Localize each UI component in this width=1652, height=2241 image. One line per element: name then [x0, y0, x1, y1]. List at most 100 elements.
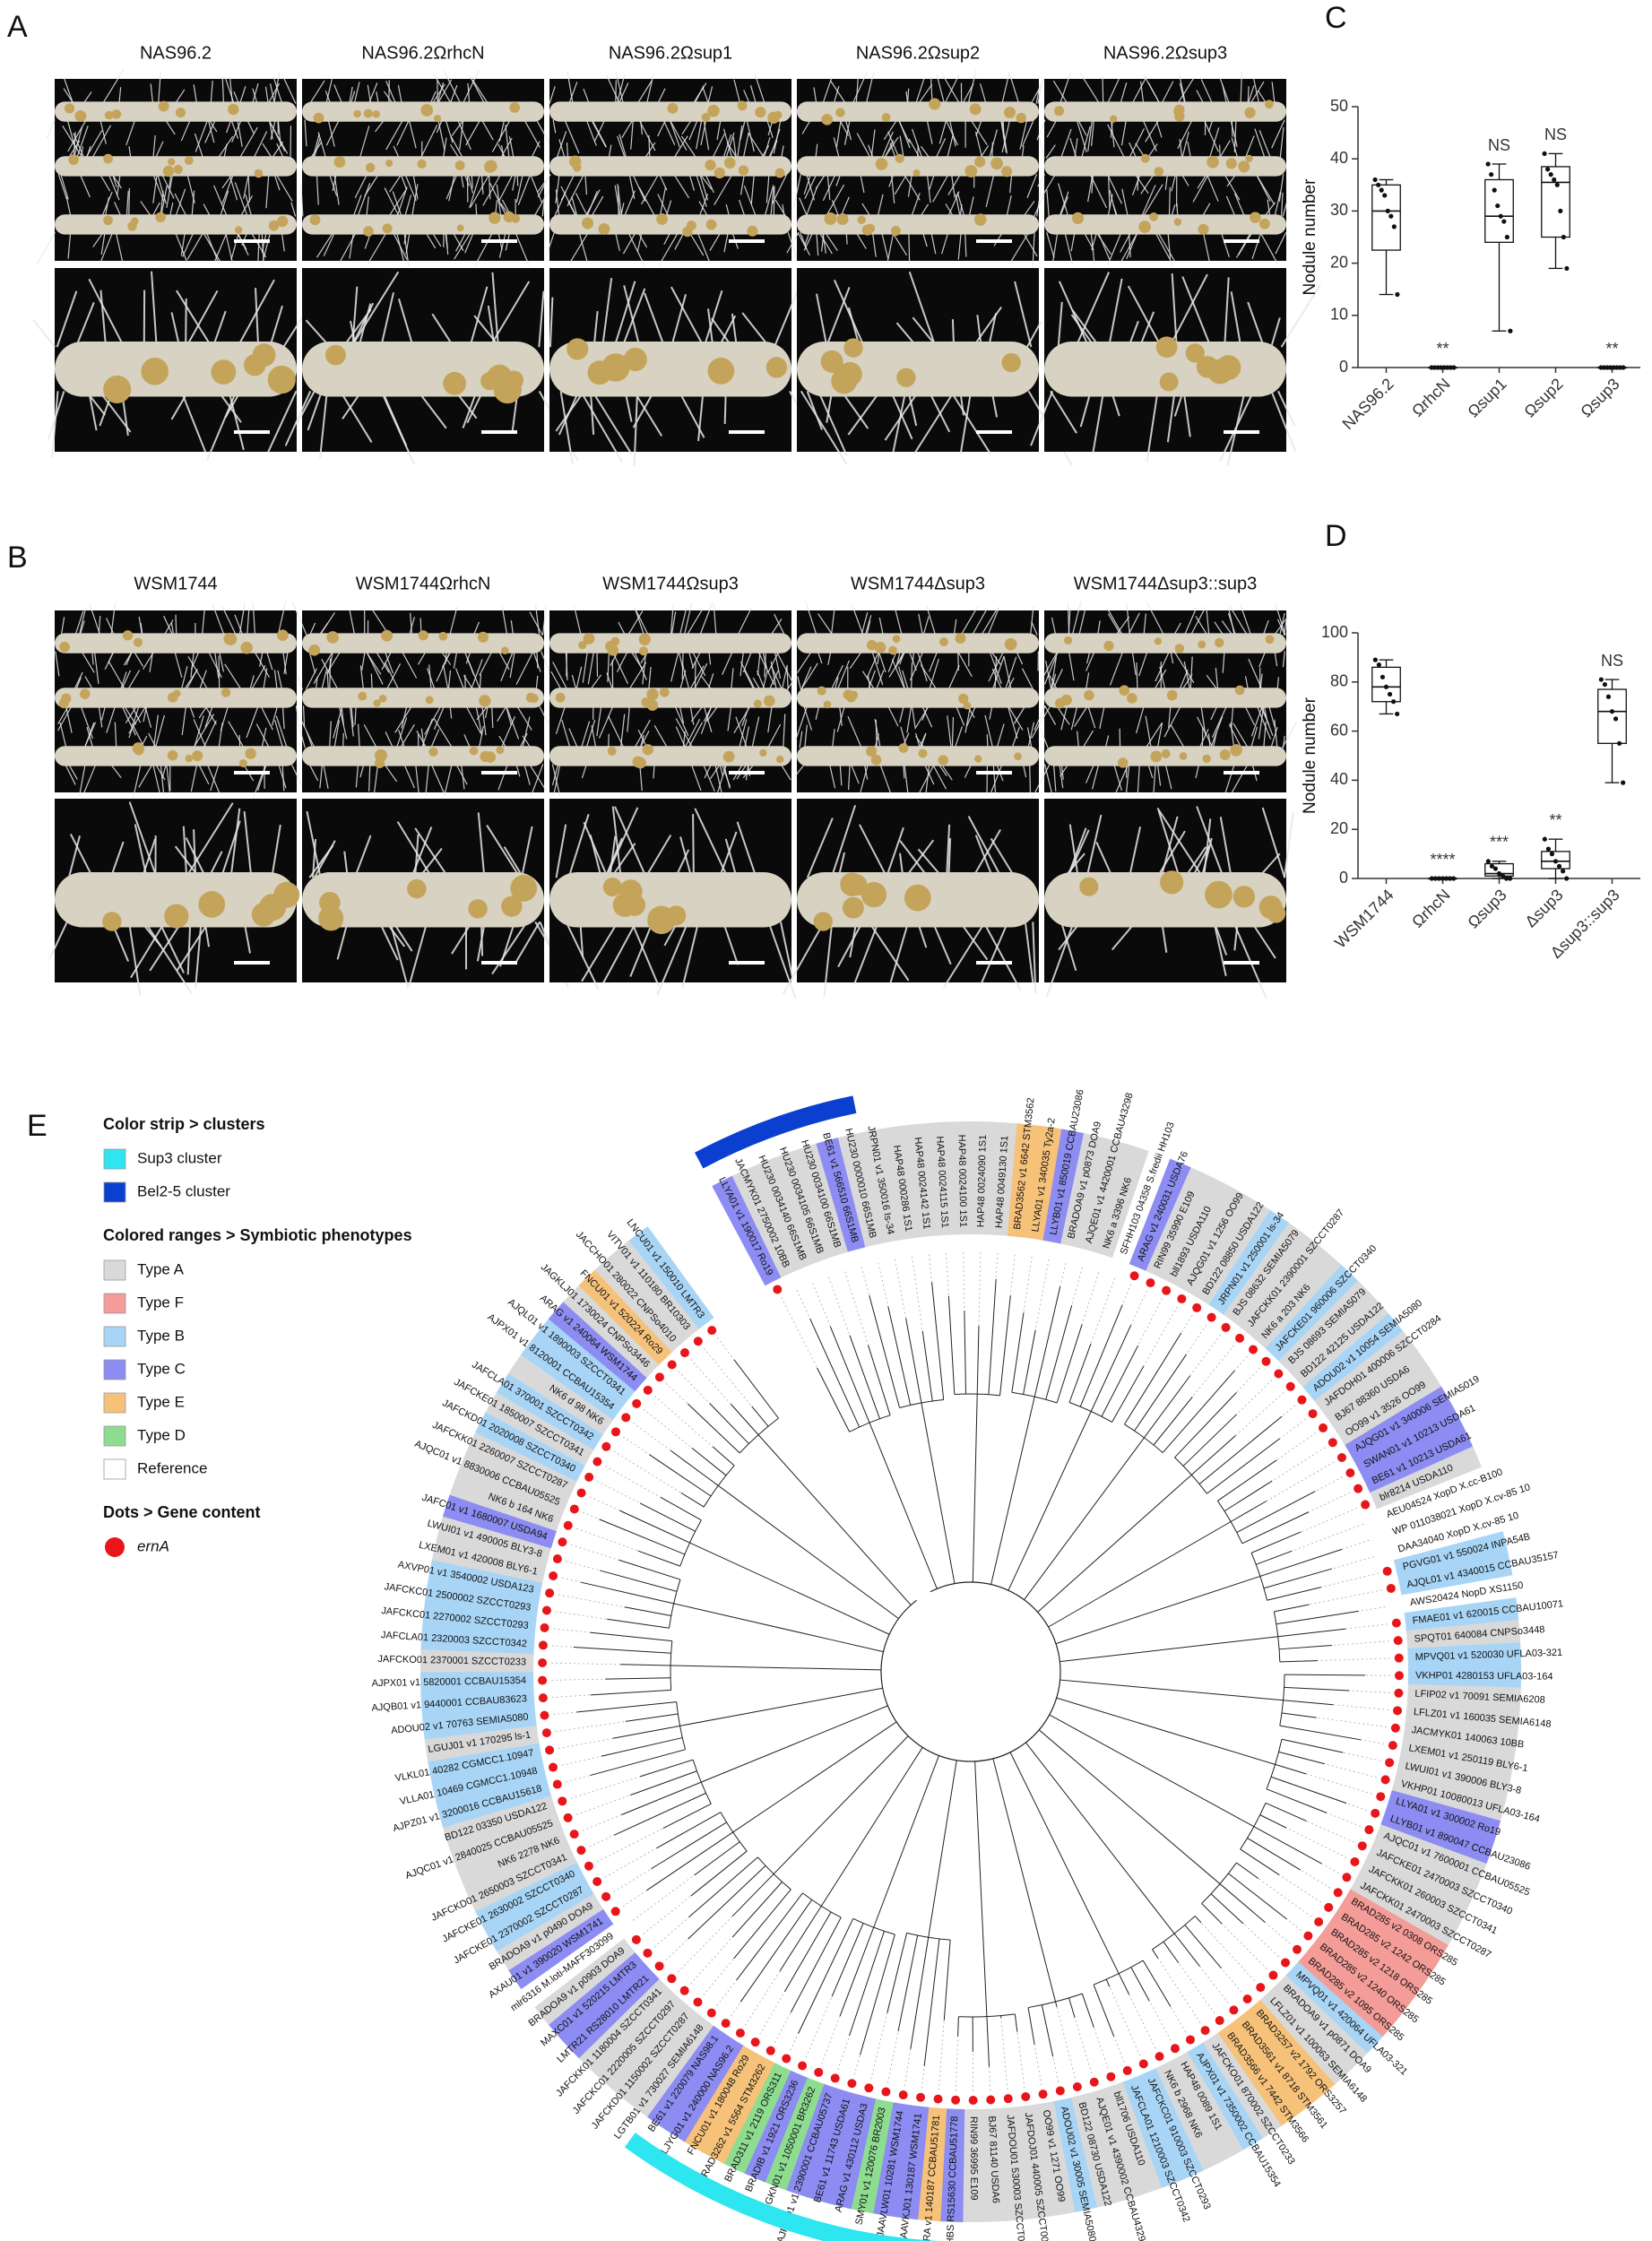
root-hair: [929, 651, 938, 672]
root-hair: [204, 119, 216, 143]
nodule: [1160, 870, 1184, 895]
root-hair: [224, 663, 242, 690]
branch: [1163, 1941, 1180, 1964]
branch: [656, 1812, 722, 1849]
root-hair: [60, 174, 69, 200]
root-hair: [203, 720, 217, 748]
root-hair: [454, 232, 467, 252]
root-hair: [509, 651, 515, 679]
nodule: [251, 902, 276, 927]
root-hair: [940, 763, 953, 781]
root-hair: [231, 119, 242, 143]
leaf-connector: [1170, 2006, 1187, 2033]
branch: [1236, 1491, 1316, 1533]
leaf-connector: [1361, 1739, 1385, 1744]
branch: [599, 1519, 686, 1555]
root-hair: [69, 833, 94, 878]
root-hair: [718, 831, 738, 878]
panel-letter: D: [1325, 519, 1347, 553]
leaf-connector: [703, 1958, 734, 1995]
root-hair: [408, 119, 417, 149]
branch: [1228, 1873, 1288, 1920]
data-point: [1598, 677, 1604, 682]
data-point: [1554, 182, 1560, 187]
root-hair: [79, 620, 85, 636]
root-hair: [1213, 921, 1228, 956]
branch: [731, 1882, 783, 1938]
root-hair: [702, 86, 709, 104]
root-hair: [389, 174, 402, 193]
nodule: [598, 223, 610, 235]
root-hair: [1051, 669, 1063, 690]
root-hair: [350, 302, 375, 348]
root-hair: [770, 661, 777, 690]
root: [1044, 342, 1286, 397]
root-hair: [1060, 196, 1068, 217]
root-hair: [175, 188, 186, 217]
root-hair: [466, 657, 481, 690]
root-hair: [684, 718, 701, 748]
leaf-range: [999, 2107, 1031, 2221]
leaf-label: HAP48 0024090 1S1: [975, 1135, 988, 1228]
leaf-connector: [921, 2065, 925, 2089]
root-hair: [1032, 921, 1037, 994]
leaf-connector: [1081, 1272, 1100, 1325]
root-hair: [143, 651, 155, 670]
leaf-range: [1373, 1824, 1487, 1886]
root-hair: [885, 826, 904, 878]
root-hair: [88, 278, 125, 348]
root-hair: [879, 764, 892, 795]
root-hair: [234, 182, 248, 217]
root-hair: [463, 734, 471, 748]
nodule: [1265, 635, 1275, 645]
root-hair: [1255, 174, 1276, 205]
root-hair: [1138, 311, 1155, 348]
nodule: [578, 641, 587, 650]
root-hair: [1075, 272, 1110, 348]
leaf-connector: [1279, 1418, 1306, 1440]
leaf-connector: [1186, 1324, 1207, 1355]
root-hair: [1001, 73, 1010, 104]
branch: [921, 1330, 933, 1402]
root-hair: [850, 764, 860, 784]
leaf-range: [508, 1354, 614, 1435]
root-hair: [1231, 764, 1249, 793]
nodule: [1150, 750, 1163, 763]
root-hair: [411, 184, 419, 217]
leaf-range: [475, 1411, 586, 1482]
nodule: [372, 110, 380, 118]
root-hair: [182, 232, 195, 257]
leaf-range: [1388, 1510, 1503, 1562]
data-point: [1436, 876, 1442, 881]
leaf-connector: [1326, 1813, 1362, 1827]
root-hair: [308, 844, 334, 878]
root-hair: [1235, 232, 1251, 258]
leaf-range: [578, 1268, 673, 1365]
leaf-range: [496, 1372, 604, 1450]
root-hair: [274, 720, 284, 748]
nodule: [1001, 352, 1021, 373]
root-hair: [441, 651, 452, 668]
leaf-range: [1391, 1772, 1507, 1822]
root-hair: [833, 279, 866, 348]
root-hair: [866, 620, 871, 636]
nodule: [955, 633, 966, 645]
root-hair: [517, 174, 532, 205]
erna-dot: [1345, 1468, 1355, 1478]
root: [302, 746, 544, 766]
root-hair: [763, 137, 771, 159]
root-hair: [91, 125, 112, 159]
root-hair: [302, 705, 306, 728]
nodule: [602, 878, 622, 897]
root-hair: [1068, 607, 1071, 636]
root-hair: [425, 764, 429, 796]
leaf-connector: [912, 1256, 923, 1331]
branch: [740, 1899, 813, 2003]
leaf-range: [703, 2054, 775, 2164]
data-point: [1387, 691, 1393, 697]
nodule: [607, 746, 617, 756]
leaf-connector: [570, 1776, 641, 1799]
root-hair: [1230, 291, 1242, 348]
nodule: [276, 215, 289, 228]
root-hair: [163, 615, 174, 636]
